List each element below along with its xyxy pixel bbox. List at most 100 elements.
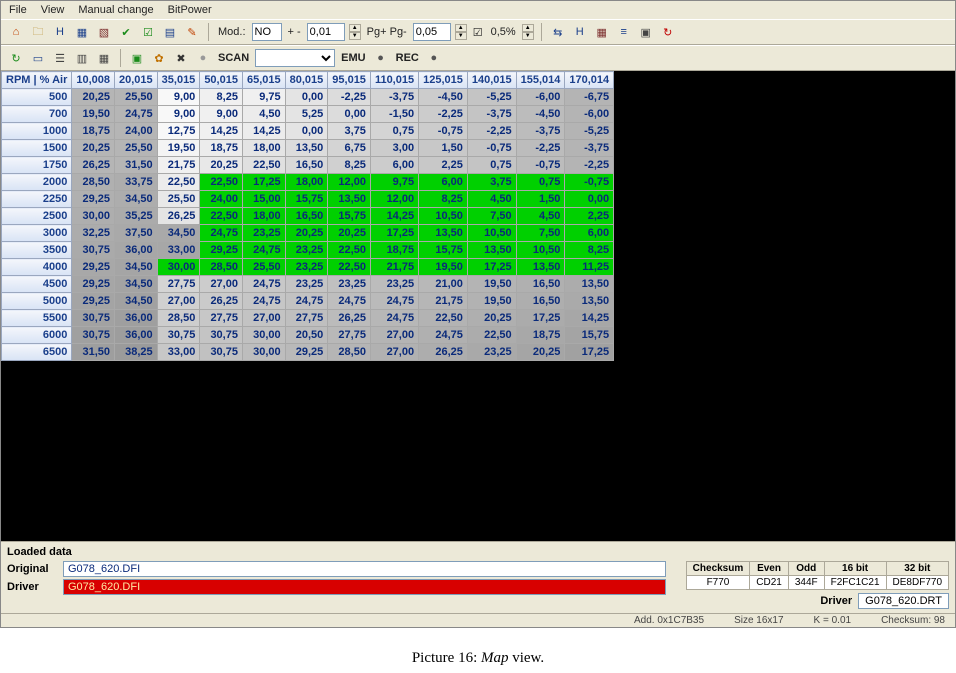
grid-cell[interactable]: 12,00 xyxy=(370,191,418,208)
pg-spin[interactable]: ▲▼ xyxy=(455,24,467,40)
grid-cell[interactable]: 24,75 xyxy=(328,293,371,310)
grid-cell[interactable]: -0,75 xyxy=(565,174,614,191)
row-header[interactable]: 1000 xyxy=(2,123,72,140)
row-header[interactable]: 1750 xyxy=(2,157,72,174)
grid-cell[interactable]: 24,75 xyxy=(285,293,328,310)
grid-cell[interactable]: -2,25 xyxy=(328,89,371,106)
grid-cell[interactable]: 4,50 xyxy=(467,191,516,208)
row-header[interactable]: 500 xyxy=(2,89,72,106)
col-header[interactable]: 125,015 xyxy=(419,72,468,89)
row-header[interactable]: 5500 xyxy=(2,310,72,327)
grid-cell[interactable]: 22,50 xyxy=(419,310,468,327)
app-icon[interactable]: ▣ xyxy=(128,49,146,67)
grid-cell[interactable]: 13,50 xyxy=(565,276,614,293)
grid-cell[interactable]: 27,00 xyxy=(370,344,418,361)
grid-cell[interactable]: 22,50 xyxy=(328,259,371,276)
grid-cell[interactable]: 6,00 xyxy=(419,174,468,191)
grid-cell[interactable]: 27,75 xyxy=(328,327,371,344)
row-header[interactable]: 3000 xyxy=(2,225,72,242)
grid-cell[interactable]: 16,50 xyxy=(285,208,328,225)
grid-cell[interactable]: 36,00 xyxy=(115,327,158,344)
grid-cell[interactable]: -0,75 xyxy=(516,157,565,174)
row-header[interactable]: 5000 xyxy=(2,293,72,310)
grid-cell[interactable]: 3,00 xyxy=(370,140,418,157)
grid-cell[interactable]: 13,50 xyxy=(285,140,328,157)
grid-cell[interactable]: 23,25 xyxy=(285,276,328,293)
grid-cell[interactable]: 30,75 xyxy=(157,327,200,344)
grid-cell[interactable]: 28,50 xyxy=(157,310,200,327)
grid-cell[interactable]: 13,50 xyxy=(467,242,516,259)
grid-cell[interactable]: 9,75 xyxy=(370,174,418,191)
grid-cell[interactable]: 9,00 xyxy=(157,89,200,106)
grid-cell[interactable]: 17,25 xyxy=(242,174,285,191)
grid-cell[interactable]: 35,25 xyxy=(115,208,158,225)
grid-cell[interactable]: 20,25 xyxy=(467,310,516,327)
cycle-icon[interactable]: ↻ xyxy=(7,49,25,67)
grid-cell[interactable]: 34,50 xyxy=(115,293,158,310)
grid-cell[interactable]: 24,75 xyxy=(242,242,285,259)
grid-cell[interactable]: -5,25 xyxy=(565,123,614,140)
grid-cell[interactable]: 18,75 xyxy=(516,327,565,344)
grid-cell[interactable]: 26,25 xyxy=(157,208,200,225)
grid-cell[interactable]: 24,75 xyxy=(115,106,158,123)
col-header[interactable]: 50,015 xyxy=(200,72,243,89)
h-icon[interactable]: H xyxy=(51,23,69,41)
grid-cell[interactable]: 33,00 xyxy=(157,344,200,361)
grid-cell[interactable]: 26,25 xyxy=(200,293,243,310)
grid-cell[interactable]: 25,50 xyxy=(115,89,158,106)
grid-cell[interactable]: 19,50 xyxy=(467,276,516,293)
grid-cell[interactable]: 27,75 xyxy=(157,276,200,293)
grid-cell[interactable]: 18,75 xyxy=(370,242,418,259)
grid-cell[interactable]: 29,25 xyxy=(285,344,328,361)
grid-cell[interactable]: 29,25 xyxy=(72,276,115,293)
grid-cell[interactable]: -6,00 xyxy=(516,89,565,106)
row-header[interactable]: 1500 xyxy=(2,140,72,157)
grid-cell[interactable]: 26,25 xyxy=(328,310,371,327)
grid-cell[interactable]: 0,00 xyxy=(285,123,328,140)
grid-cell[interactable]: 7,50 xyxy=(467,208,516,225)
col-header[interactable]: 170,014 xyxy=(565,72,614,89)
grid-cell[interactable]: 33,75 xyxy=(115,174,158,191)
grid-cell[interactable]: 31,50 xyxy=(115,157,158,174)
grid-cell[interactable]: 8,25 xyxy=(565,242,614,259)
grid-cell[interactable]: 23,25 xyxy=(285,242,328,259)
grid-cell[interactable]: 18,75 xyxy=(72,123,115,140)
grid-cell[interactable]: 34,50 xyxy=(115,259,158,276)
menu-manualchange[interactable]: Manual change xyxy=(78,4,153,16)
col-header[interactable]: 65,015 xyxy=(242,72,285,89)
h2-icon[interactable]: H xyxy=(571,23,589,41)
grid-cell[interactable]: 18,00 xyxy=(242,140,285,157)
box-icon[interactable]: ▣ xyxy=(637,23,655,41)
drt-value[interactable]: G078_620.DRT xyxy=(858,593,949,609)
grid-cell[interactable]: 27,00 xyxy=(200,276,243,293)
grid-cell[interactable]: 3,75 xyxy=(328,123,371,140)
row-header[interactable]: 2000 xyxy=(2,174,72,191)
grid-cell[interactable]: -6,75 xyxy=(565,89,614,106)
row-header[interactable]: 6000 xyxy=(2,327,72,344)
grid-cell[interactable]: 7,50 xyxy=(516,225,565,242)
grid-cell[interactable]: 20,25 xyxy=(285,225,328,242)
grid-cell[interactable]: 0,75 xyxy=(467,157,516,174)
grid-cell[interactable]: 23,25 xyxy=(328,276,371,293)
grid-cell[interactable]: -6,00 xyxy=(565,106,614,123)
grid-cell[interactable]: 30,75 xyxy=(72,242,115,259)
grid-cell[interactable]: 29,25 xyxy=(72,191,115,208)
grid-cell[interactable]: 20,25 xyxy=(516,344,565,361)
grid-cell[interactable]: 18,00 xyxy=(285,174,328,191)
grid2-icon[interactable]: ▧ xyxy=(95,23,113,41)
grid-cell[interactable]: 13,50 xyxy=(516,259,565,276)
grid-cell[interactable]: 30,00 xyxy=(242,344,285,361)
grid-cell[interactable]: 30,00 xyxy=(242,327,285,344)
grid-cell[interactable]: 25,50 xyxy=(157,191,200,208)
grid-cell[interactable]: 18,75 xyxy=(200,140,243,157)
grid-cell[interactable]: 30,75 xyxy=(72,310,115,327)
cols-icon[interactable]: ▥ xyxy=(73,49,91,67)
grid-cell[interactable]: 6,00 xyxy=(370,157,418,174)
row-header[interactable]: 4000 xyxy=(2,259,72,276)
grid-cell[interactable]: 25,50 xyxy=(242,259,285,276)
grid-cell[interactable]: 19,50 xyxy=(72,106,115,123)
win-icon[interactable]: ▭ xyxy=(29,49,47,67)
grid-cell[interactable]: 36,00 xyxy=(115,310,158,327)
home-icon[interactable]: ⌂ xyxy=(7,23,25,41)
grid-cell[interactable]: 5,25 xyxy=(285,106,328,123)
